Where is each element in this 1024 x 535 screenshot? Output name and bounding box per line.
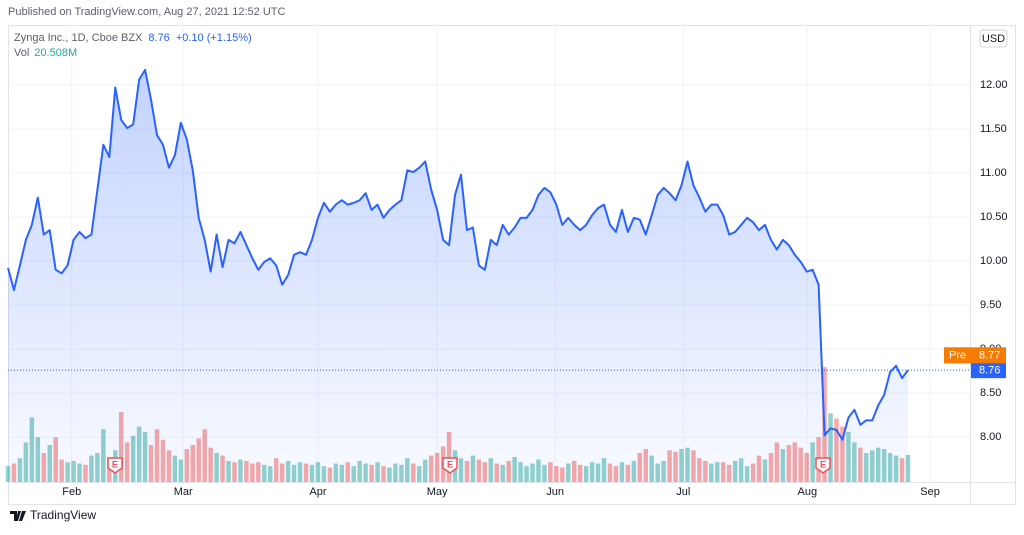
x-tick-label: Aug — [797, 486, 817, 498]
volume-name: Vol — [14, 47, 29, 59]
x-tick-label: Apr — [309, 486, 326, 498]
x-tick-label: Jul — [676, 486, 690, 498]
change: +0.10 (+1.15%) — [176, 32, 252, 44]
x-tick-label: Sep — [920, 486, 940, 498]
pre-price: 8.77 — [979, 350, 1000, 362]
last-price: 8.76 — [148, 32, 169, 44]
y-tick-label: 9.50 — [980, 299, 1001, 311]
chart-frame — [8, 25, 1016, 505]
last-price-label: 8.76 — [979, 365, 1000, 377]
symbol: Zynga Inc., 1D, Cboe BZX — [14, 32, 143, 44]
y-tick-label: 10.50 — [980, 211, 1008, 223]
x-tick-label: May — [427, 486, 448, 498]
pre-box — [944, 347, 1006, 364]
axes: 8.008.509.009.5010.0010.5011.0011.5012.0… — [8, 79, 1008, 498]
x-tick-label: Feb — [62, 486, 81, 498]
brand-name: TradingView — [30, 508, 96, 522]
x-tick-label: Jun — [546, 486, 564, 498]
currency-box[interactable] — [979, 29, 1008, 48]
pre-label: Pre — [949, 350, 966, 362]
volume-legend: Vol 20.508M — [14, 47, 77, 59]
price-area — [8, 69, 909, 482]
y-tick-label: 11.50 — [980, 123, 1007, 135]
legend: Zynga Inc., 1D, Cboe BZX 8.76 +0.10 (+1.15… — [14, 32, 252, 44]
y-tick-label: 11.00 — [980, 167, 1007, 179]
y-tick-label: 8.00 — [980, 431, 1001, 443]
currency[interactable]: USD — [982, 33, 1005, 45]
y-tick-label: 12.00 — [980, 79, 1008, 91]
last-price-box — [971, 362, 1006, 379]
brand: TradingView — [10, 508, 96, 522]
volume-bar — [905, 454, 911, 482]
y-tick-label: 10.00 — [980, 255, 1008, 267]
volume-last: 20.508M — [34, 47, 77, 59]
published-note: Published on TradingView.com, Aug 27, 20… — [8, 6, 285, 18]
y-tick-label: 8.50 — [980, 387, 1001, 399]
x-tick-label: Mar — [174, 486, 193, 498]
price-line — [7, 68, 909, 441]
plot — [7, 68, 909, 482]
